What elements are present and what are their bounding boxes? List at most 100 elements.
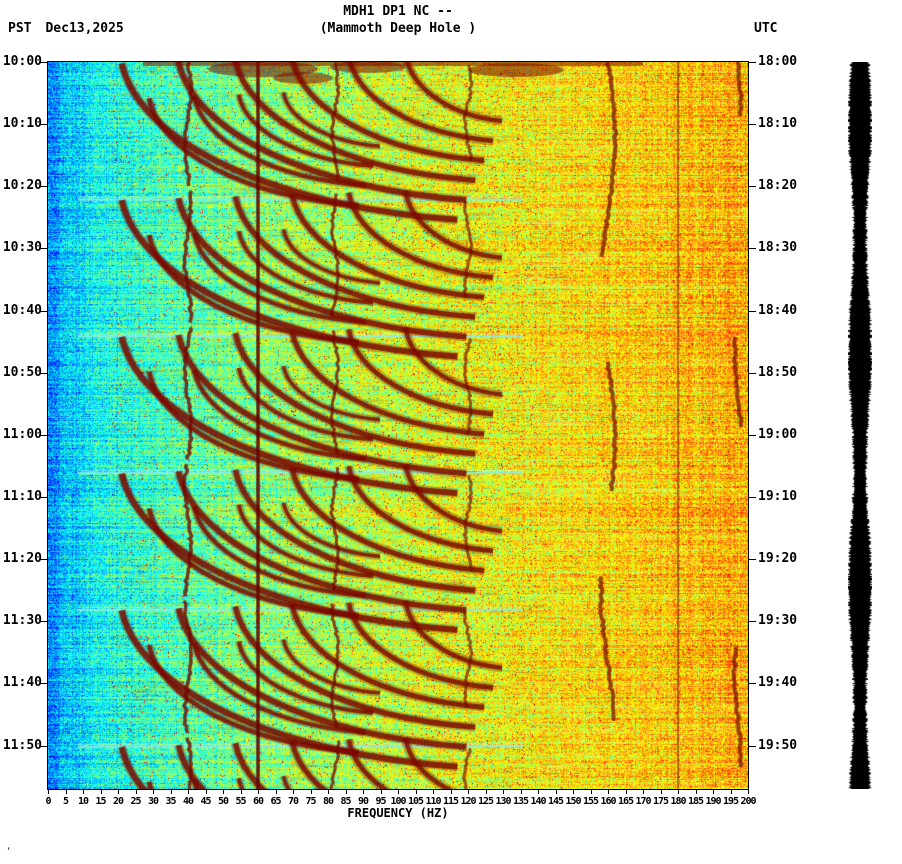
x-tick-mark: [276, 790, 277, 794]
x-tick-mark: [206, 790, 207, 794]
x-tick-mark: [153, 790, 154, 794]
x-tick-mark: [451, 790, 452, 794]
x-tick-mark: [696, 790, 697, 794]
left-time-label: 11:20: [0, 551, 42, 566]
x-tick-mark: [468, 790, 469, 794]
right-tick-mark: [749, 621, 756, 622]
right-time-label: 19:00: [758, 427, 797, 442]
x-tick-mark: [661, 790, 662, 794]
left-time-label: 11:00: [0, 427, 42, 442]
right-tick-mark: [749, 683, 756, 684]
left-tick-mark: [40, 746, 47, 747]
right-tick-mark: [749, 559, 756, 560]
x-tick-mark: [118, 790, 119, 794]
x-tick-mark: [381, 790, 382, 794]
x-tick-mark: [223, 790, 224, 794]
spectrogram-frame: [47, 61, 749, 790]
left-tick-mark: [40, 62, 47, 63]
x-tick-mark: [573, 790, 574, 794]
right-time-label: 19:20: [758, 551, 797, 566]
x-tick-mark: [591, 790, 592, 794]
right-tick-mark: [749, 124, 756, 125]
left-tick-mark: [40, 186, 47, 187]
left-tick-mark: [40, 683, 47, 684]
right-time-label: 18:00: [758, 54, 797, 69]
right-time-label: 18:30: [758, 240, 797, 255]
right-tick-mark: [749, 62, 756, 63]
tz-left-label: PST: [8, 21, 31, 36]
right-tick-mark: [749, 186, 756, 187]
right-tick-mark: [749, 435, 756, 436]
left-time-label: 11:10: [0, 489, 42, 504]
x-tick-label: 200: [736, 796, 760, 807]
left-time-label: 10:40: [0, 303, 42, 318]
left-tick-mark: [40, 248, 47, 249]
x-axis-title: FREQUENCY (HZ): [47, 806, 749, 820]
page-title: MDH1 DP1 NC --: [47, 4, 749, 19]
left-tick-mark: [40, 311, 47, 312]
left-time-label: 11:40: [0, 675, 42, 690]
x-tick-mark: [643, 790, 644, 794]
x-tick-mark: [731, 790, 732, 794]
x-tick-mark: [241, 790, 242, 794]
left-time-label: 11:50: [0, 738, 42, 753]
x-tick-mark: [328, 790, 329, 794]
x-tick-mark: [66, 790, 67, 794]
left-time-label: 10:30: [0, 240, 42, 255]
spectrogram-canvas: [48, 62, 748, 789]
station-subtitle: (Mammoth Deep Hole ): [47, 21, 749, 36]
x-tick-mark: [538, 790, 539, 794]
right-time-label: 19:40: [758, 675, 797, 690]
right-time-label: 19:50: [758, 738, 797, 753]
amplitude-bar: [848, 62, 872, 789]
left-time-label: 10:50: [0, 365, 42, 380]
left-tick-mark: [40, 621, 47, 622]
timezone-date-left: PST Dec13,2025: [8, 21, 124, 36]
x-tick-mark: [346, 790, 347, 794]
left-tick-mark: [40, 497, 47, 498]
x-tick-mark: [521, 790, 522, 794]
x-tick-mark: [311, 790, 312, 794]
tz-right-label: UTC: [754, 21, 777, 36]
x-tick-mark: [363, 790, 364, 794]
right-tick-mark: [749, 248, 756, 249]
left-tick-mark: [40, 435, 47, 436]
x-tick-mark: [136, 790, 137, 794]
x-tick-mark: [678, 790, 679, 794]
x-tick-mark: [608, 790, 609, 794]
left-tick-mark: [40, 373, 47, 374]
x-tick-mark: [748, 790, 749, 794]
x-tick-mark: [486, 790, 487, 794]
x-tick-mark: [101, 790, 102, 794]
x-tick-mark: [713, 790, 714, 794]
date-label: Dec13,2025: [45, 21, 123, 36]
x-tick-mark: [188, 790, 189, 794]
x-tick-mark: [556, 790, 557, 794]
x-tick-mark: [398, 790, 399, 794]
x-tick-mark: [293, 790, 294, 794]
right-tick-mark: [749, 497, 756, 498]
right-time-label: 18:40: [758, 303, 797, 318]
left-time-label: 11:30: [0, 613, 42, 628]
right-time-label: 18:20: [758, 178, 797, 193]
x-tick-mark: [433, 790, 434, 794]
right-tick-mark: [749, 373, 756, 374]
x-tick-mark: [626, 790, 627, 794]
x-tick-mark: [503, 790, 504, 794]
right-time-label: 19:30: [758, 613, 797, 628]
left-tick-mark: [40, 559, 47, 560]
left-time-label: 10:00: [0, 54, 42, 69]
corner-artifact: ,: [6, 842, 11, 852]
x-tick-mark: [48, 790, 49, 794]
x-tick-mark: [171, 790, 172, 794]
right-time-label: 18:50: [758, 365, 797, 380]
left-time-label: 10:10: [0, 116, 42, 131]
left-time-label: 10:20: [0, 178, 42, 193]
x-tick-mark: [83, 790, 84, 794]
right-time-label: 18:10: [758, 116, 797, 131]
x-tick-mark: [416, 790, 417, 794]
x-tick-mark: [258, 790, 259, 794]
left-tick-mark: [40, 124, 47, 125]
right-tick-mark: [749, 746, 756, 747]
right-tick-mark: [749, 311, 756, 312]
